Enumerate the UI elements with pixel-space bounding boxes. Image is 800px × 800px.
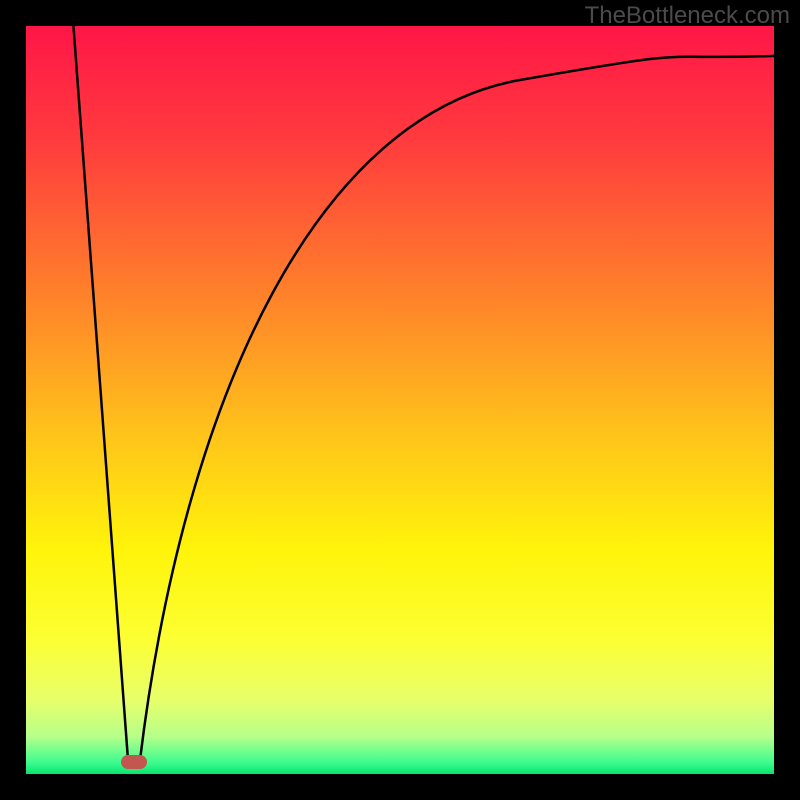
chart-svg [0, 0, 800, 800]
watermark-text: TheBottleneck.com [585, 2, 790, 30]
dip-marker [121, 755, 147, 769]
gradient-background [26, 26, 774, 774]
